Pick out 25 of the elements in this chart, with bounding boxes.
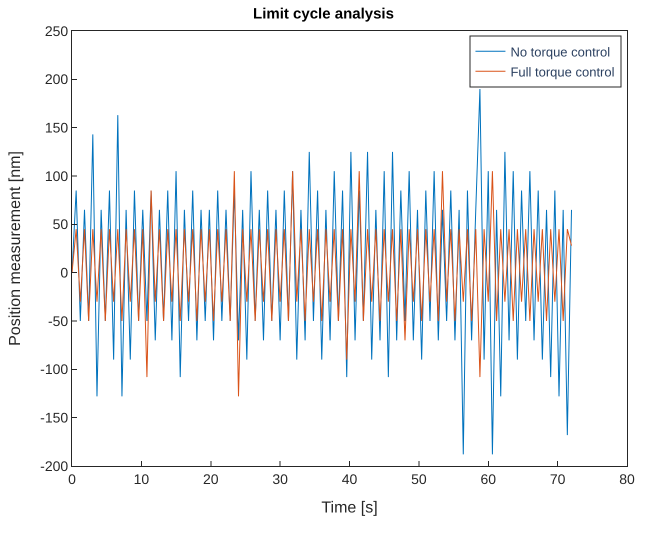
y-tick-label: 250 xyxy=(44,22,68,39)
x-tick-label: 20 xyxy=(202,470,219,487)
y-tick-label: -200 xyxy=(40,458,68,474)
line-series xyxy=(72,88,572,455)
y-tick-label: -100 xyxy=(40,361,68,378)
y-tick-label: -50 xyxy=(48,312,68,329)
line-series xyxy=(72,170,572,397)
y-tick-label: 200 xyxy=(44,71,68,88)
x-tick-label: 30 xyxy=(272,470,288,487)
x-tick-label: 80 xyxy=(619,470,635,487)
chart-title: Limit cycle analysis xyxy=(253,6,394,23)
x-tick-label: 10 xyxy=(134,470,150,487)
y-tick-label: 150 xyxy=(44,120,68,136)
y-axis-title: Position measurement [nm] xyxy=(7,151,24,346)
legend-label: No torque control xyxy=(510,44,610,60)
x-tick-label: 70 xyxy=(550,470,566,487)
x-tick-label: 50 xyxy=(411,470,427,487)
legend-label: Full torque control xyxy=(510,64,615,80)
x-axis-title: Time [s] xyxy=(321,500,378,516)
x-tick-label: 60 xyxy=(480,470,496,487)
y-tick-label: 50 xyxy=(52,216,68,232)
x-tick-label: 40 xyxy=(342,470,358,487)
y-tick-label: -150 xyxy=(40,410,68,426)
y-tick-label: 0 xyxy=(60,264,68,281)
y-tick-label: 100 xyxy=(44,168,68,184)
